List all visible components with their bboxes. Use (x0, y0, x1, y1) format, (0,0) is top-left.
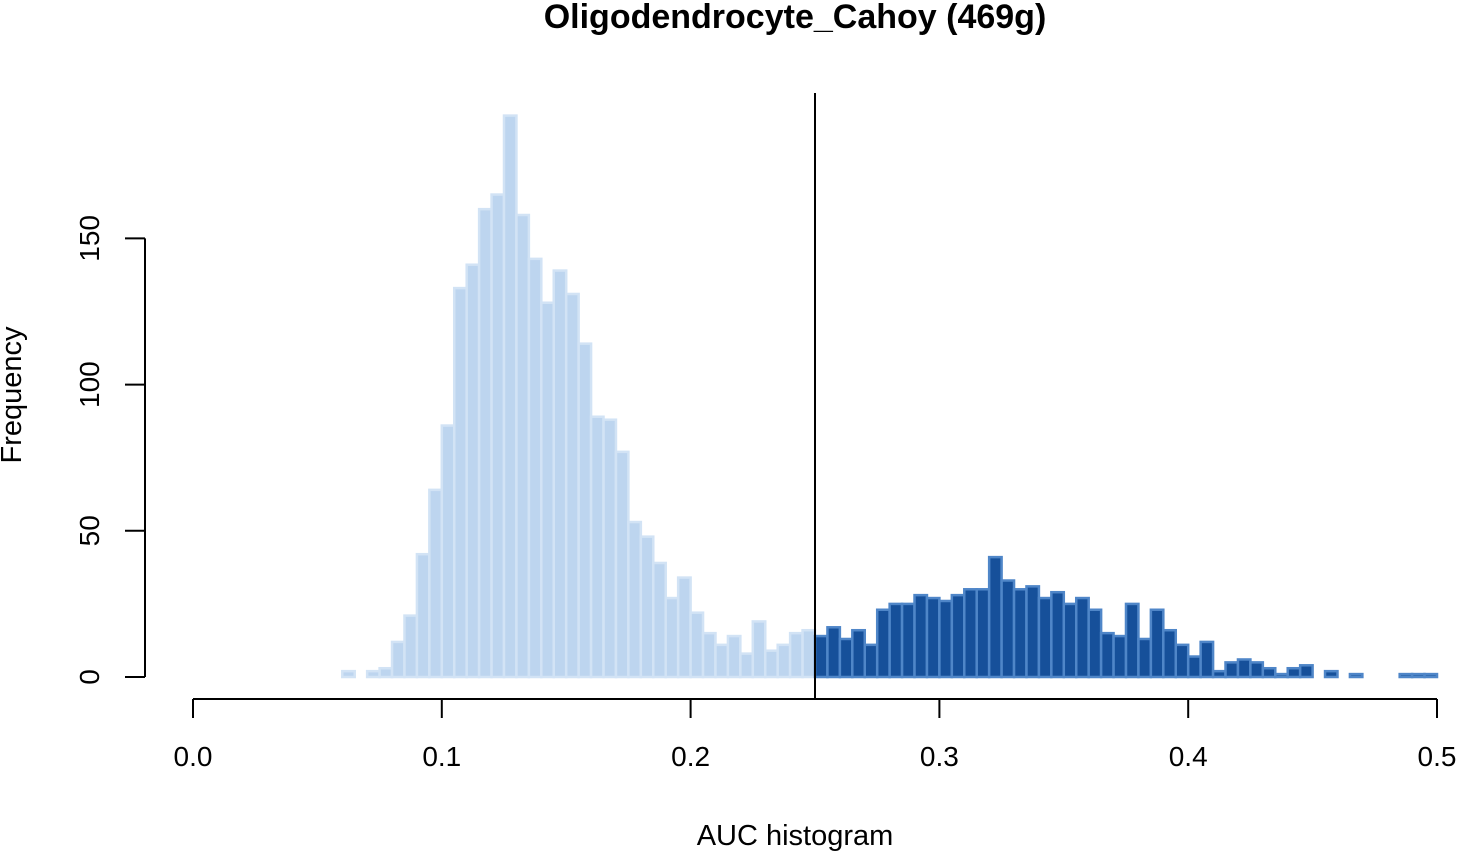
histogram-bar (714, 643, 730, 679)
histogram-bar (1236, 658, 1252, 679)
x-tick-label: 0.3 (920, 741, 959, 772)
histogram-bar (1162, 628, 1178, 679)
y-tick-label: 100 (74, 361, 105, 408)
histogram-bar (1025, 585, 1041, 679)
histogram-bar (1298, 664, 1314, 679)
histogram-bar (900, 602, 916, 679)
histogram-bar (341, 669, 356, 679)
chart-title: Oligodendrocyte_Cahoy (469g) (544, 0, 1047, 36)
histogram-bar (838, 637, 854, 679)
histogram-bar (564, 292, 580, 679)
histogram-bar (888, 602, 904, 679)
y-axis: 0 50 100 150 (74, 215, 146, 685)
x-axis-label: AUC histogram (697, 820, 894, 852)
histogram-bar (1423, 672, 1439, 679)
histogram-bar (477, 207, 493, 679)
histogram-bar (378, 666, 394, 679)
histogram-bar (1348, 672, 1364, 679)
histogram-bar (639, 535, 655, 679)
histogram-bar (1274, 672, 1289, 679)
histogram-bar (490, 193, 506, 679)
histogram-bar (664, 596, 680, 679)
histogram-bar (415, 552, 431, 679)
histogram-bar (652, 561, 667, 679)
histogram-bar (1398, 672, 1414, 679)
y-axis-label: Frequency (0, 326, 28, 464)
histogram-bar (1410, 672, 1426, 679)
histogram-bar (788, 631, 804, 679)
x-tick-label: 0.4 (1169, 741, 1208, 772)
histogram-bar (776, 643, 792, 679)
x-tick-label: 0.1 (422, 741, 461, 772)
histogram-bar (875, 608, 891, 679)
x-axis: 0.0 0.1 0.2 0.3 0.4 0.5 (174, 698, 1457, 772)
histogram-bar (627, 520, 643, 679)
histogram-bar (975, 588, 991, 679)
histogram-bar (589, 415, 605, 679)
histogram-bar (826, 626, 842, 679)
histogram-bar (1211, 669, 1227, 679)
histogram-bar (726, 634, 742, 679)
histogram-bar (365, 669, 381, 679)
histogram-bar (1012, 588, 1028, 679)
histogram-bar (801, 628, 817, 679)
histogram-bar (1286, 666, 1302, 679)
histogram-bar (913, 593, 929, 679)
histogram-bar (739, 652, 755, 679)
histogram-bar (938, 599, 954, 679)
histogram-bar (1037, 596, 1053, 679)
y-tick-label: 50 (74, 515, 105, 546)
y-tick-label: 150 (74, 215, 105, 262)
histogram-bar (602, 418, 618, 679)
histogram-bar (1199, 640, 1215, 679)
histogram-bar (813, 634, 829, 679)
histogram-bar (552, 269, 568, 679)
histogram-bar (1050, 590, 1066, 679)
histogram-bar (1261, 666, 1277, 679)
histogram-bar (390, 640, 406, 679)
histogram-bar (1062, 602, 1078, 679)
histogram-bar (1186, 655, 1202, 679)
y-tick-label: 0 (74, 669, 105, 685)
histogram-bar (763, 649, 779, 679)
histogram-bar (963, 588, 978, 679)
histogram-bar (403, 614, 419, 679)
histogram-bar (1112, 634, 1128, 679)
histogram-bar (465, 263, 481, 679)
histogram-bar (1224, 661, 1240, 679)
histogram-bar (1323, 669, 1339, 679)
histogram-bar (1099, 631, 1115, 679)
histogram-bar (689, 611, 705, 679)
histogram-bar (751, 620, 767, 679)
histogram-bar (676, 576, 692, 679)
histogram-bar (701, 631, 717, 679)
histogram-bar (987, 555, 1003, 679)
histogram-bar (428, 488, 444, 679)
x-tick-label: 0.2 (671, 741, 710, 772)
histogram-bar (527, 257, 543, 679)
x-tick-label: 0.0 (174, 741, 213, 772)
histogram-bar (863, 643, 879, 679)
histogram-bar (614, 450, 630, 679)
histogram-bar (1174, 643, 1190, 679)
histogram-bar (1074, 596, 1090, 679)
histogram-bar (925, 596, 941, 679)
histogram-bar (502, 114, 518, 679)
histogram-bar (440, 424, 456, 679)
histogram-bar (577, 342, 593, 679)
histogram-bar (950, 593, 966, 679)
x-tick-label: 0.5 (1418, 741, 1457, 772)
histogram-bar (540, 301, 556, 679)
histogram-bars (341, 114, 1439, 679)
histogram-bar (1124, 602, 1140, 679)
histogram-bar (1149, 608, 1165, 679)
histogram-bar (851, 628, 867, 679)
histogram-bar (515, 213, 531, 679)
histogram-bar (452, 286, 468, 679)
histogram-bar (1000, 579, 1016, 679)
histogram-bar (1249, 661, 1265, 679)
histogram-bar (1137, 637, 1153, 679)
histogram-bar (1087, 608, 1103, 679)
